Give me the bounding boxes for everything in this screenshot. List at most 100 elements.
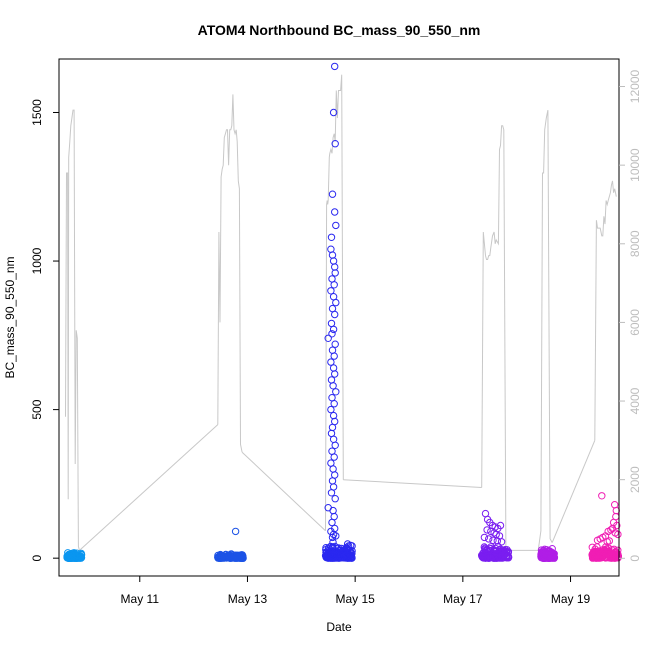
data-point (346, 548, 355, 556)
altitude-trace-flight-4 (481, 125, 507, 551)
data-point (216, 554, 224, 562)
data-point (331, 208, 339, 216)
data-point (482, 546, 491, 554)
altitude-trace-flight-5 (537, 110, 553, 551)
data-point (331, 441, 339, 449)
data-point (331, 310, 339, 319)
data-point (331, 340, 339, 348)
y2-tick-label: 10000 (628, 148, 642, 182)
y2-tick-label: 4000 (628, 387, 642, 414)
data-point (326, 550, 334, 558)
data-point (331, 140, 339, 148)
data-point (332, 221, 340, 230)
x-tick-label: May 15 (335, 592, 375, 606)
data-point (327, 319, 336, 328)
y2-tick-label: 12000 (628, 70, 642, 104)
data-point (327, 358, 335, 366)
altitude-trace-flight-1 (65, 109, 80, 551)
data-point (329, 411, 338, 420)
data-point (328, 423, 337, 432)
altitude-trace-flight-6 (594, 180, 617, 441)
data-point (327, 489, 336, 497)
data-point (330, 400, 338, 408)
data-point (343, 553, 351, 561)
data-point (603, 553, 611, 562)
data-point (614, 530, 622, 539)
altitude-transit-line-3 (343, 479, 482, 488)
data-point (74, 551, 82, 559)
y-axis-label: BC_mass_90_550_nm (3, 256, 17, 378)
data-point (588, 543, 596, 551)
data-point (329, 108, 338, 117)
x-tick-label: May 19 (551, 592, 591, 606)
data-point (494, 542, 502, 551)
data-point (335, 546, 344, 554)
data-point (331, 62, 339, 71)
data-point (329, 538, 337, 546)
data-point (332, 388, 340, 396)
axes-layer: 0 500 1000 1500 0 2000 4000 6000 8000 10000 12000 M… (30, 70, 642, 606)
y-tick-label: 500 (30, 399, 44, 419)
data-point (328, 477, 337, 485)
data-point (324, 548, 333, 557)
x-axis-label: Date (326, 620, 352, 634)
data-point (324, 334, 332, 342)
y-tick-label: 1500 (30, 99, 44, 126)
data-point (491, 553, 499, 562)
data-point (328, 251, 337, 259)
data-point (328, 533, 337, 542)
data-point (328, 394, 336, 402)
y-tick-label: 0 (30, 555, 44, 562)
data-point (596, 550, 605, 559)
data-point (63, 552, 72, 560)
data-point (480, 533, 489, 542)
data-point (343, 540, 352, 548)
data-point (330, 281, 338, 289)
data-point (238, 553, 246, 561)
data-point (233, 553, 242, 562)
y2-tick-label: 2000 (628, 466, 642, 493)
data-point (497, 538, 506, 546)
data-point (611, 501, 619, 509)
data-point (331, 495, 339, 503)
data-point (225, 551, 234, 560)
x-tick-label: May 13 (228, 592, 268, 606)
y2-tick-label: 0 (628, 555, 642, 562)
data-point (338, 553, 346, 562)
data-point (332, 532, 340, 540)
data-point (328, 518, 336, 527)
data-point (603, 538, 611, 546)
data-point (504, 552, 512, 560)
data-point (496, 521, 505, 530)
data-point (339, 546, 347, 554)
data-point (485, 535, 493, 543)
data-point (539, 553, 547, 561)
data-point (485, 546, 493, 555)
data-point (329, 257, 338, 265)
data-point (614, 554, 622, 562)
y2-tick-label: 8000 (628, 230, 642, 257)
data-point (490, 529, 498, 537)
data-point (607, 553, 615, 562)
y2-tick-label: 6000 (628, 309, 642, 336)
data-point (329, 435, 338, 443)
x-tick-label: May 11 (121, 592, 160, 606)
y-tick-label: 1000 (30, 247, 44, 274)
data-point (497, 554, 505, 562)
data-point (598, 492, 606, 500)
data-point (329, 325, 338, 334)
data-point (331, 269, 339, 277)
data-point (493, 537, 501, 545)
altitude-transit-line-2 (241, 451, 326, 532)
altitude-transit-line-5 (551, 440, 596, 543)
altitude-transit-line-1 (79, 424, 219, 551)
data-point (327, 245, 335, 253)
data-point (541, 545, 549, 553)
plot-frame (58, 58, 620, 577)
data-point (330, 453, 338, 461)
data-point (329, 465, 337, 473)
data-point (589, 553, 597, 561)
data-point (328, 190, 337, 198)
